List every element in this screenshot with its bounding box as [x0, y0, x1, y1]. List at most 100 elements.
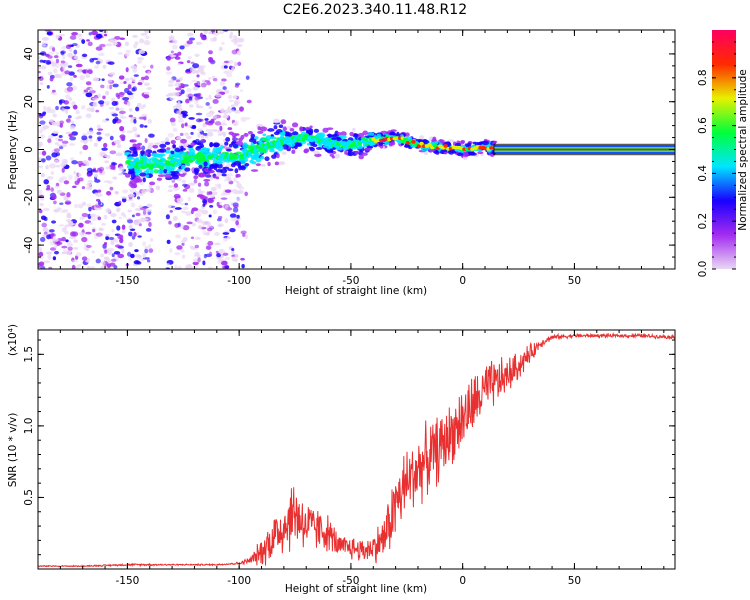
- spectrogram-speckle: [127, 92, 134, 96]
- spectrogram-speckle: [165, 214, 170, 220]
- spectrogram-blob: [466, 142, 472, 147]
- spectrogram-blob: [156, 149, 165, 153]
- spectrogram-speckle: [114, 190, 119, 195]
- spectrogram-blob: [129, 146, 137, 151]
- spectrogram-blob: [156, 177, 163, 181]
- spectrogram-ridge: [253, 148, 258, 153]
- spectrogram-speckle: [144, 138, 148, 144]
- spectrogram-speckle: [61, 108, 66, 113]
- spectrogram-speckle: [233, 101, 239, 107]
- spectrogram-speckle: [220, 123, 228, 126]
- spectrogram-speckle: [89, 58, 95, 63]
- spectrogram-speckle: [139, 105, 145, 110]
- spectrogram-speckle: [40, 215, 47, 221]
- spectrogram-speckle: [103, 142, 108, 148]
- spectrogram-speckle: [132, 34, 138, 38]
- spectrogram-speckle: [97, 189, 102, 193]
- spectrogram-speckle: [200, 71, 206, 76]
- spectrogram-speckle: [69, 48, 73, 52]
- spectrogram-speckle: [97, 128, 104, 131]
- spectrogram-ridge: [330, 139, 336, 144]
- spectrogram-speckle: [212, 77, 218, 82]
- spectrogram-blob: [160, 140, 166, 144]
- spectrogram-speckle: [55, 182, 60, 187]
- spectrogram-speckle: [133, 219, 141, 226]
- spectrogram-speckle: [85, 244, 92, 248]
- spectrogram-speckle: [45, 187, 51, 191]
- spectrogram-ridge: [137, 163, 143, 167]
- spectrogram-speckle: [224, 257, 230, 260]
- spectrogram-speckle: [88, 222, 94, 225]
- spectrogram-speckle: [86, 203, 92, 208]
- spectrogram-x-tick-label: 50: [568, 275, 581, 287]
- spectrogram-blob: [211, 164, 219, 169]
- spectrogram-speckle: [52, 130, 59, 134]
- spectrogram-speckle: [71, 264, 76, 269]
- spectrogram-speckle: [62, 54, 66, 60]
- spectrogram-speckle: [70, 222, 77, 226]
- spectrogram-speckle: [111, 219, 117, 224]
- spectrogram-blob: [239, 159, 246, 165]
- spectrogram-speckle: [73, 49, 78, 55]
- spectrogram-speckle: [205, 120, 209, 125]
- snr-y-tick-label: 1.5: [23, 346, 35, 363]
- spectrogram-speckle: [38, 70, 42, 74]
- spectrogram-speckle: [61, 167, 65, 173]
- spectrogram-blob: [236, 173, 241, 178]
- snr-x-tick-label: -100: [227, 575, 251, 587]
- spectrogram-ridge: [301, 137, 306, 142]
- spectrogram-speckle: [45, 155, 52, 161]
- spectrogram-blob: [265, 135, 272, 140]
- spectrogram-speckle: [54, 142, 60, 146]
- spectrogram-blob: [315, 146, 323, 150]
- spectrogram-speckle: [130, 202, 136, 208]
- spectrogram-speckle: [124, 77, 130, 82]
- spectrogram-speckle: [61, 143, 68, 148]
- spectrogram-blob: [313, 128, 320, 133]
- spectrogram-blob: [354, 150, 360, 155]
- spectrogram-speckle: [146, 87, 153, 90]
- spectrogram-speckle: [86, 185, 93, 191]
- spectrogram-speckle: [219, 125, 223, 131]
- spectrogram-speckle: [56, 189, 62, 194]
- spectrogram-blob: [314, 153, 322, 158]
- spectrogram-speckle: [172, 39, 178, 44]
- spectrogram-blob: [164, 141, 171, 145]
- spectrogram-speckle: [127, 84, 132, 90]
- snr-x-tick-label: -150: [115, 575, 139, 587]
- spectrogram-blob: [132, 143, 137, 148]
- spectrogram-blob: [177, 151, 186, 157]
- spectrogram-speckle: [128, 193, 135, 198]
- spectrogram-speckle: [139, 124, 144, 128]
- spectrogram-blob: [462, 151, 469, 158]
- spectrogram-speckle: [97, 216, 102, 221]
- spectrogram-speckle: [67, 115, 72, 119]
- spectrogram-blob: [259, 126, 268, 132]
- spectrogram-speckle: [189, 245, 194, 249]
- spectrogram-speckle: [174, 196, 178, 199]
- spectrogram-speckle: [130, 65, 138, 70]
- spectrogram-speckle: [137, 235, 142, 238]
- spectrogram-speckle: [67, 52, 73, 58]
- spectrogram-blob: [225, 137, 231, 142]
- spectrogram-speckle: [106, 191, 112, 196]
- spectrogram-speckle: [64, 70, 71, 75]
- snr-x-axis-label: Height of straight line (km): [285, 583, 427, 595]
- spectrogram-speckle: [78, 222, 84, 228]
- spectrogram-speckle: [86, 39, 90, 42]
- spectrogram-speckle: [128, 231, 133, 237]
- spectrogram-speckle: [73, 74, 77, 78]
- spectrogram-blob: [273, 145, 282, 149]
- spectrogram-blob: [288, 142, 296, 147]
- spectrogram-blob: [200, 138, 206, 142]
- spectrogram-blob: [257, 126, 261, 131]
- spectrogram-speckle: [82, 133, 88, 136]
- spectrogram-blob: [145, 168, 150, 174]
- spectrogram-speckle: [227, 106, 231, 111]
- spectrogram-speckle: [88, 156, 92, 161]
- spectrogram-speckle: [100, 152, 104, 158]
- spectrogram-blob: [273, 131, 280, 136]
- spectrogram-speckle: [224, 265, 230, 269]
- spectrogram-blob: [454, 142, 462, 147]
- spectrogram-speckle: [53, 148, 60, 153]
